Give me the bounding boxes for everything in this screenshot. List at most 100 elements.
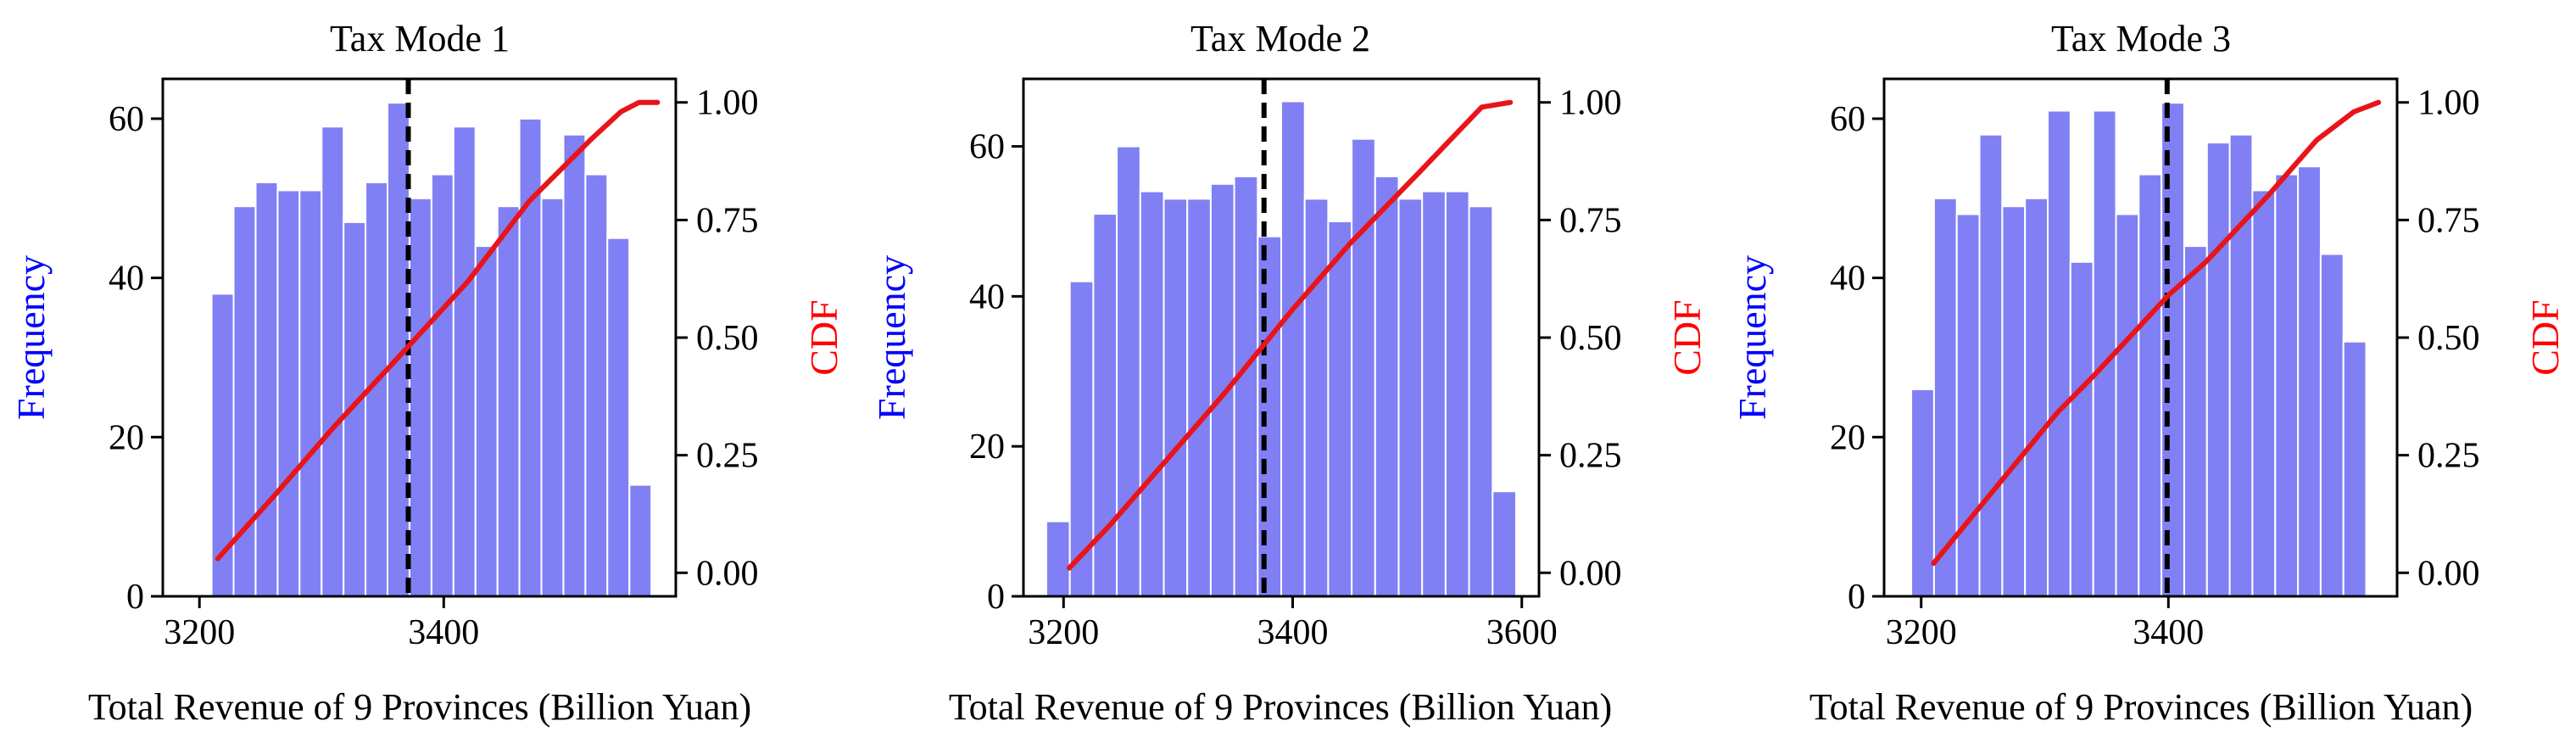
x-tick-label: 3400 — [1257, 613, 1329, 652]
y2-axis-label: CDF — [1665, 299, 1709, 375]
histogram-bar — [1421, 190, 1447, 597]
histogram-bar — [2228, 133, 2254, 597]
histogram-bar — [1045, 520, 1071, 597]
histogram-bar — [2024, 197, 2049, 598]
histogram-bar — [1374, 175, 1400, 597]
panel-title: Tax Mode 1 — [330, 18, 510, 59]
histogram-bar — [452, 126, 477, 598]
panel-title: Tax Mode 3 — [2051, 18, 2231, 59]
histogram-bar — [1444, 190, 1470, 597]
y-tick-label: 20 — [1830, 418, 1865, 457]
y2-tick-label: 0.00 — [2417, 554, 2480, 593]
y2-tick-label: 0.50 — [696, 319, 759, 358]
y-tick-label: 60 — [1830, 100, 1865, 139]
x-axis-label: Total Revenue of 9 Provinces (Billion Yu… — [949, 686, 1612, 728]
histogram-bar — [1116, 145, 1141, 598]
histogram-bar — [1397, 198, 1424, 597]
y-tick-label: 20 — [109, 418, 144, 457]
histogram-bar — [1978, 133, 2004, 597]
y2-tick-label: 0.50 — [2417, 319, 2480, 358]
histogram-bar — [474, 245, 499, 597]
histogram-bar — [409, 197, 432, 598]
y-tick-label: 60 — [969, 128, 1005, 167]
y2-axis-label: CDF — [2523, 299, 2567, 375]
y-tick-label: 20 — [969, 428, 1005, 467]
y2-tick-label: 0.25 — [696, 437, 759, 476]
y-tick-label: 0 — [126, 578, 144, 617]
histogram-bar — [2047, 109, 2071, 597]
y-tick-label: 40 — [1830, 260, 1865, 299]
y-tick-label: 40 — [969, 277, 1005, 316]
histogram-bar — [1233, 175, 1259, 597]
cdf-line — [1067, 99, 1514, 571]
panel-1: Tax Mode 1 3200 3400 0 20 40 60 0.00 0.25 0.50 0.7… — [9, 18, 845, 728]
histogram-bar — [1257, 235, 1283, 597]
x-tick-label: 3200 — [1028, 613, 1099, 652]
histogram-bar — [2001, 205, 2027, 597]
histogram-bar — [2205, 142, 2231, 598]
histogram-bar — [628, 483, 653, 597]
y-tick-label: 0 — [987, 578, 1005, 617]
panel-title: Tax Mode 2 — [1190, 18, 1370, 59]
y2-tick-label: 0.50 — [1559, 319, 1622, 358]
histogram-bar — [1327, 221, 1353, 597]
histogram-bar — [1955, 213, 1981, 597]
histogram-bar — [298, 189, 323, 597]
y2-tick-label: 1.00 — [1559, 84, 1622, 123]
histogram-bar — [606, 237, 631, 597]
histogram-bar — [562, 133, 587, 597]
histogram-bar — [2092, 109, 2117, 597]
y-tick-label: 0 — [1848, 578, 1865, 617]
histogram-bar — [1932, 197, 1958, 598]
cdf-line — [215, 99, 661, 562]
y-tick-label: 40 — [109, 260, 144, 299]
y2-tick-label: 0.25 — [1559, 437, 1622, 476]
histogram-bar — [2183, 245, 2208, 597]
histogram-bar — [1910, 388, 1935, 597]
histogram-bar — [1280, 100, 1306, 597]
histogram-bar — [321, 126, 345, 598]
x-axis-label: Total Revenue of 9 Provinces (Billion Yu… — [1809, 686, 2473, 728]
y2-tick-label: 0.00 — [696, 554, 759, 593]
histogram-bar — [2274, 173, 2300, 597]
histogram-bar — [2342, 340, 2367, 597]
histogram-bar — [2251, 189, 2277, 597]
histogram-bar — [1163, 198, 1189, 597]
histogram-bar — [496, 205, 521, 597]
x-tick-label: 3400 — [408, 613, 479, 652]
y2-tick-label: 0.25 — [2417, 437, 2480, 476]
y-tick-label: 60 — [109, 100, 144, 139]
y2-tick-label: 0.75 — [1559, 201, 1622, 240]
histogram-bar — [2069, 260, 2094, 597]
histogram-bar — [1303, 198, 1330, 597]
y2-tick-label: 0.75 — [696, 201, 759, 240]
histogram-bar — [430, 173, 454, 597]
histogram-bar — [1139, 190, 1165, 597]
histogram-bar — [254, 182, 279, 597]
x-tick-label: 3400 — [2133, 613, 2204, 652]
x-tick-label: 3600 — [1486, 613, 1558, 652]
histogram-bar — [1468, 205, 1494, 598]
histogram-bar — [2319, 253, 2345, 597]
x-tick-label: 3200 — [164, 613, 235, 652]
histogram-bar — [2297, 165, 2322, 597]
histogram-bar — [1209, 182, 1235, 598]
panel-3: Tax Mode 3 3200 3400 0 20 40 60 0.00 0.25 0.50 0.7… — [1731, 18, 2567, 728]
y2-tick-label: 1.00 — [2417, 84, 2480, 123]
y2-tick-label: 1.00 — [696, 84, 759, 123]
y-axis-label: Frequency — [9, 255, 53, 420]
y2-axis-label: CDF — [802, 299, 845, 375]
y2-tick-label: 0.00 — [1559, 554, 1622, 593]
histogram-bar — [540, 197, 565, 598]
histogram-bar — [1351, 137, 1376, 597]
histogram-bar — [2115, 213, 2140, 597]
y-axis-label: Frequency — [1731, 255, 1774, 420]
y-axis-label: Frequency — [870, 255, 913, 420]
x-axis-label: Total Revenue of 9 Provinces (Billion Yu… — [88, 686, 751, 728]
histogram-bar — [584, 173, 609, 597]
histogram-bar — [1492, 490, 1518, 598]
histogram-bar — [276, 189, 301, 597]
panel-2: Tax Mode 2 3200 3400 3600 0 20 40 60 0.00 0.25 0.5… — [870, 18, 1709, 728]
histogram-bar — [2138, 173, 2163, 597]
